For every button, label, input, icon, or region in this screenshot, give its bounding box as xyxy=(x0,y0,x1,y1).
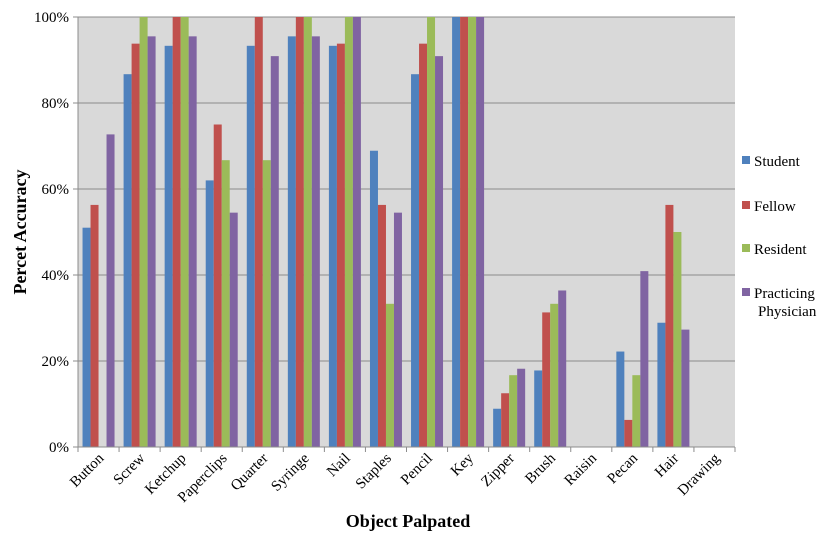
bar xyxy=(517,368,526,447)
x-axis-title: Object Palpated xyxy=(346,511,470,531)
bar xyxy=(657,322,666,447)
bar xyxy=(164,45,173,448)
bar xyxy=(254,17,263,447)
bar xyxy=(542,312,551,447)
bars xyxy=(82,17,690,448)
bar xyxy=(411,74,420,447)
bar xyxy=(82,227,91,447)
x-tick-label: Zipper xyxy=(478,451,518,491)
bar xyxy=(550,303,559,447)
legend-label: Student xyxy=(754,154,801,170)
bar xyxy=(509,375,518,447)
bar xyxy=(460,17,469,447)
y-tick-label: 0% xyxy=(49,440,69,456)
x-tick-label: Key xyxy=(448,450,477,479)
bar xyxy=(147,36,156,447)
bar xyxy=(476,17,485,447)
bar xyxy=(123,74,132,447)
legend: Student Fellow Resident Practicing Physician xyxy=(742,154,817,320)
y-tick-labels: 0% 20% 40% 60% 80% 100% xyxy=(34,10,78,456)
y-tick-label: 20% xyxy=(42,354,70,370)
x-tick-label: Drawing xyxy=(675,450,724,499)
bar xyxy=(328,45,337,448)
x-tick-label: Raisin xyxy=(562,450,601,489)
bar xyxy=(681,329,690,447)
bar xyxy=(221,160,230,447)
x-tick-label: Syringe xyxy=(268,450,313,495)
bar xyxy=(287,36,296,447)
x-tick-label: Nail xyxy=(324,451,354,481)
bar xyxy=(369,150,378,448)
bar xyxy=(229,212,238,447)
y-tick-label: 40% xyxy=(42,268,70,284)
bar xyxy=(188,36,197,447)
legend-label: Practicing Physician xyxy=(754,286,817,320)
y-tick-label: 100% xyxy=(34,10,69,26)
bar xyxy=(452,17,461,447)
x-tick-label: Screw xyxy=(111,450,149,488)
bar xyxy=(213,124,222,447)
bar xyxy=(419,43,428,447)
legend-label: Resident xyxy=(754,242,807,258)
bar xyxy=(311,36,320,447)
bar xyxy=(616,351,625,447)
bar xyxy=(336,43,345,447)
bar xyxy=(624,419,633,447)
bar xyxy=(501,393,510,447)
bar xyxy=(673,232,682,447)
x-tick-label: Button xyxy=(67,450,108,491)
bar xyxy=(303,17,312,447)
bar xyxy=(427,17,436,447)
y-axis-title: Percet Accuracy xyxy=(10,169,30,294)
x-tick-label: Hair xyxy=(652,451,682,481)
bar xyxy=(131,43,140,447)
bar xyxy=(262,160,271,447)
legend-label: Fellow xyxy=(754,199,796,215)
legend-swatch xyxy=(742,288,750,296)
legend-swatch xyxy=(742,156,750,164)
bar xyxy=(558,290,567,447)
x-tick-label: Brush xyxy=(522,450,559,487)
bar xyxy=(180,17,189,447)
bar xyxy=(352,17,361,447)
bar xyxy=(468,17,477,447)
bar xyxy=(205,180,214,447)
bar xyxy=(139,17,148,447)
y-tick-label: 60% xyxy=(42,182,70,198)
bar xyxy=(295,17,304,447)
bar xyxy=(640,271,649,447)
x-tick-labels: Button ScrewKetchupPaperclipsQuarterSyrin… xyxy=(67,447,736,506)
x-tick-label: Quarter xyxy=(228,451,272,495)
bar xyxy=(172,17,181,447)
x-tick-label: Staples xyxy=(353,450,395,492)
bar xyxy=(493,408,502,447)
bar xyxy=(632,375,641,447)
bar xyxy=(377,204,386,447)
bar xyxy=(90,204,99,447)
bar xyxy=(385,303,394,447)
bar xyxy=(534,370,543,447)
legend-swatch xyxy=(742,201,750,209)
bar xyxy=(435,56,444,447)
legend-swatch xyxy=(742,244,750,252)
bar xyxy=(344,17,353,447)
x-tick-label: Pencil xyxy=(398,451,436,489)
bar xyxy=(246,45,255,448)
bar xyxy=(270,56,279,447)
y-tick-label: 80% xyxy=(42,96,70,112)
x-tick-label: Pecan xyxy=(605,450,642,487)
bar xyxy=(393,212,402,447)
bar xyxy=(106,134,115,447)
bar xyxy=(665,204,674,447)
